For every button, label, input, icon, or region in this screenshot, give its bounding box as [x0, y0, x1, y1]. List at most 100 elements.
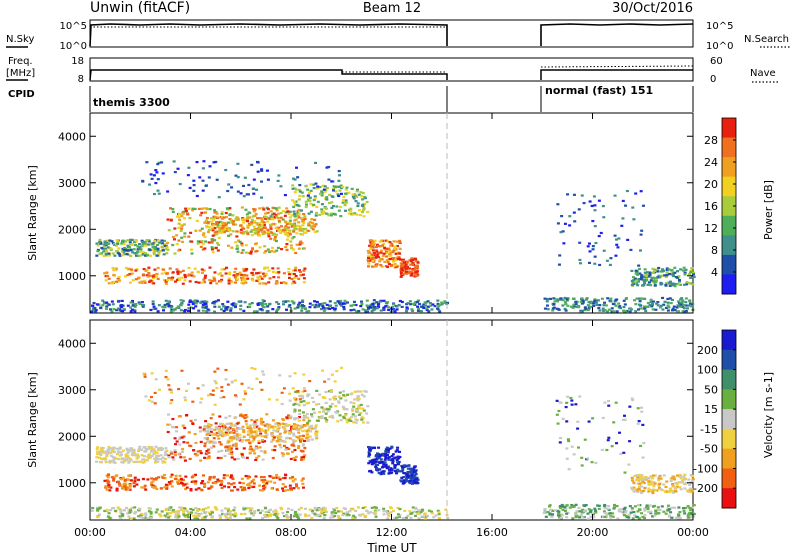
echo-cell — [351, 508, 355, 511]
echo-cell — [667, 268, 671, 271]
colorbar-tick-label: 200 — [697, 344, 718, 357]
echo-cell — [395, 256, 399, 259]
echo-cell — [369, 241, 373, 244]
echo-cell — [302, 443, 306, 446]
echo-cell — [113, 268, 117, 272]
echo-cell — [430, 512, 434, 515]
echo-cell — [656, 301, 660, 304]
echo-cell — [561, 304, 565, 307]
echo-cell — [365, 509, 369, 512]
echo-cell — [295, 166, 299, 169]
echo-cell — [240, 206, 244, 209]
echo-cell — [337, 400, 341, 403]
echo-cell — [396, 463, 400, 466]
echo-cell — [106, 482, 110, 485]
echo-cell — [96, 450, 100, 453]
echo-cell — [393, 266, 397, 269]
echo-cell — [592, 304, 596, 307]
echo-cell — [255, 310, 259, 313]
echo-cell — [110, 447, 114, 450]
echo-cell — [636, 422, 640, 425]
echo-cell — [303, 217, 307, 221]
echo-cell — [134, 278, 138, 281]
echo-cell — [105, 455, 109, 458]
echo-cell — [546, 298, 550, 301]
echo-cell — [138, 254, 142, 257]
echo-cell — [589, 300, 593, 303]
echo-cell — [150, 400, 154, 403]
echo-cell — [255, 418, 259, 422]
echo-cell — [104, 275, 108, 278]
colorbar-swatch — [722, 448, 736, 469]
echo-cell — [360, 195, 364, 198]
echo-cell — [320, 302, 324, 305]
echo-cell — [144, 244, 148, 247]
echo-cell — [125, 458, 129, 462]
echo-cell — [210, 515, 214, 518]
echo-cell — [260, 219, 264, 222]
echo-cell — [235, 216, 239, 219]
echo-cell — [396, 513, 400, 516]
echo-cell — [308, 302, 312, 305]
echo-cell — [315, 305, 319, 308]
echo-cell — [179, 304, 183, 307]
echo-cell — [186, 441, 190, 444]
echo-cell — [256, 272, 260, 275]
echo-cell — [199, 512, 203, 515]
echo-cell — [132, 482, 136, 485]
echo-cell — [237, 427, 241, 430]
echo-cell — [630, 283, 634, 287]
echo-cell — [280, 508, 284, 511]
echo-cell — [216, 221, 220, 224]
echo-cell — [621, 217, 625, 220]
echo-cell — [598, 263, 602, 267]
echo-cell — [137, 301, 141, 304]
echo-cell — [584, 503, 588, 507]
echo-cell — [255, 222, 259, 225]
echo-cell — [160, 510, 164, 513]
echo-cell — [283, 193, 287, 197]
echo-cell — [544, 515, 548, 518]
echo-cell — [293, 510, 297, 514]
echo-cell — [628, 307, 632, 310]
echo-cell — [138, 445, 142, 448]
echo-cell — [395, 458, 399, 462]
echo-cell — [608, 512, 612, 515]
echo-cell — [290, 508, 294, 512]
echo-cell — [297, 508, 301, 511]
echo-cell — [403, 267, 407, 270]
echo-cell — [250, 278, 254, 281]
freq-strip: Freq. [MHz] 18 8 60 0 Nave — [6, 56, 780, 85]
echo-cell — [649, 480, 653, 483]
echo-cell — [167, 516, 171, 519]
echo-cell — [668, 284, 672, 287]
echo-cell — [401, 272, 405, 275]
echo-cell — [160, 242, 164, 245]
echo-cell — [277, 302, 281, 306]
echo-cell — [627, 463, 631, 466]
echo-cell — [220, 230, 224, 233]
echo-cell — [379, 472, 383, 476]
echo-cell — [150, 477, 154, 480]
echo-cell — [647, 490, 651, 493]
echo-cell — [560, 215, 564, 218]
echo-cell — [235, 235, 239, 238]
echo-cell — [406, 476, 410, 479]
echo-cell — [260, 302, 264, 305]
echo-cell — [176, 516, 180, 519]
echo-cell — [622, 514, 626, 517]
echo-cell — [282, 426, 286, 429]
echo-cell — [173, 449, 177, 452]
echo-cell — [211, 481, 215, 485]
echo-cell — [398, 252, 402, 255]
echo-cell — [284, 225, 288, 228]
echo-cell — [161, 456, 165, 459]
echo-cell — [166, 190, 170, 193]
echo-cell — [271, 267, 275, 270]
echo-cell — [385, 247, 389, 251]
echo-cell — [213, 506, 217, 509]
echo-cell — [681, 269, 685, 272]
echo-cell — [187, 307, 191, 310]
echo-cell — [343, 192, 347, 195]
